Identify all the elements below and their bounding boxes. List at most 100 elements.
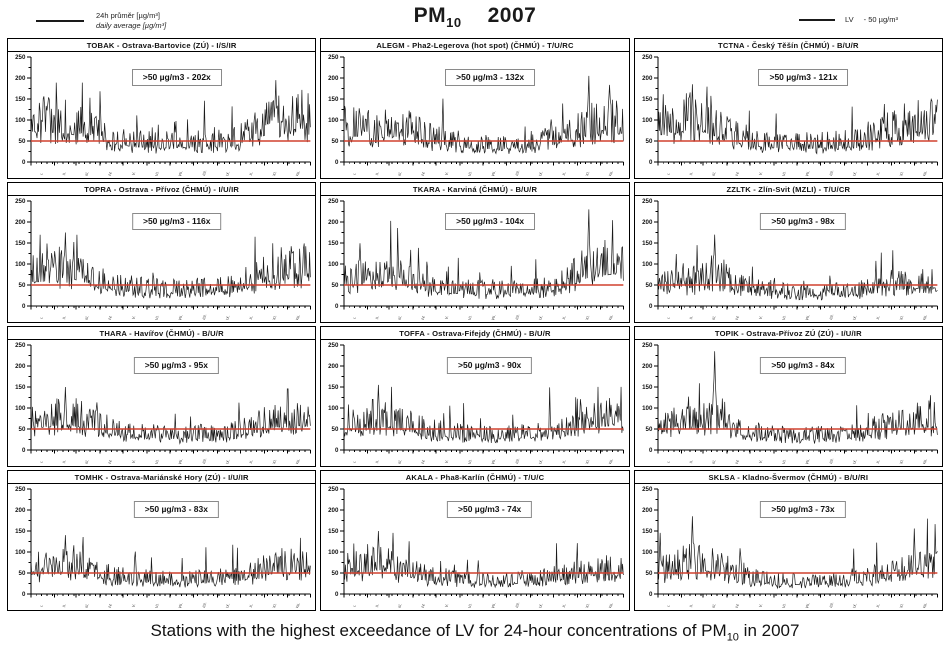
svg-text:XI.: XI.: [898, 459, 904, 464]
figure-header: 24h průměr [µg/m³] daily average [µg/m³]…: [0, 0, 950, 36]
legend-daily-average-en: daily average [µg/m³]: [96, 20, 167, 30]
svg-text:50: 50: [645, 282, 652, 289]
svg-text:II.: II.: [688, 171, 694, 176]
svg-text:I.: I.: [665, 460, 670, 463]
svg-text:50: 50: [645, 426, 652, 433]
svg-text:III.: III.: [84, 171, 90, 176]
chart-title: ZZLTK - Zlín-Svit (MZLI) - T/U/CR: [634, 183, 942, 196]
svg-text:VIII.: VIII.: [514, 314, 521, 320]
svg-text:100: 100: [15, 117, 26, 124]
legend-daily-average-cz: 24h průměr [µg/m³]: [96, 11, 160, 20]
svg-text:XII.: XII.: [295, 170, 301, 176]
svg-text:VII.: VII.: [177, 602, 183, 608]
svg-text:XI.: XI.: [585, 315, 591, 320]
svg-text:50: 50: [332, 138, 339, 145]
svg-text:III.: III.: [710, 171, 716, 176]
svg-text:VII.: VII.: [804, 602, 810, 608]
svg-text:I.: I.: [665, 604, 670, 607]
svg-text:200: 200: [15, 363, 26, 370]
svg-text:IX.: IX.: [851, 171, 857, 176]
chart-title: TOPRA - Ostrava - Přívoz (ČHMÚ) - I/U/IR: [8, 183, 316, 196]
svg-text:IX.: IX.: [538, 171, 544, 176]
svg-text:XII.: XII.: [921, 314, 927, 320]
svg-text:150: 150: [328, 384, 339, 391]
chart-panel: THARA - Havířov (ČHMÚ) - B/U/R 0 50 100 150…: [7, 326, 317, 467]
chart-title: TKARA - Karviná (ČHMÚ) - B/U/R: [321, 183, 629, 196]
svg-text:V.: V.: [131, 315, 137, 320]
svg-text:III.: III.: [710, 603, 716, 608]
svg-text:I.: I.: [39, 316, 44, 319]
chart-canvas: 0 50 100 150 200 250 I. II. III. IV. V. VI. VII. VIII…: [642, 54, 938, 176]
svg-text:X.: X.: [248, 315, 254, 320]
svg-text:0: 0: [22, 591, 26, 598]
svg-text:IX.: IX.: [224, 459, 230, 464]
chart-title: TOPIK - Ostrava-Přívoz ZÚ (ZÚ) - I/U/IR: [634, 327, 942, 340]
chart-canvas: 0 50 100 150 200 250 I. II. III. IV. V. VI. VII. VIII…: [328, 486, 625, 608]
svg-text:XI.: XI.: [898, 315, 904, 320]
svg-text:IV.: IV.: [734, 315, 740, 320]
svg-text:II.: II.: [61, 603, 67, 608]
svg-text:II.: II.: [61, 315, 67, 320]
svg-text:I.: I.: [665, 172, 670, 175]
svg-text:XII.: XII.: [608, 170, 614, 176]
svg-text:I.: I.: [352, 460, 357, 463]
svg-text:IV.: IV.: [107, 315, 113, 320]
svg-text:III.: III.: [84, 603, 90, 608]
svg-text:X.: X.: [248, 603, 254, 608]
svg-text:50: 50: [19, 282, 26, 289]
svg-text:II.: II.: [61, 459, 67, 464]
svg-text:0: 0: [649, 591, 653, 598]
svg-text:100: 100: [15, 405, 26, 412]
svg-text:200: 200: [328, 219, 339, 226]
chart-title: TCTNA - Český Těšín (ČHMÚ) - B/U/R: [634, 39, 942, 52]
svg-text:0: 0: [649, 159, 653, 166]
chart-canvas: 0 50 100 150 200 250 I. II. III. IV. V. VI. VII. VIII…: [15, 54, 311, 176]
svg-text:IX.: IX.: [538, 315, 544, 320]
svg-text:XI.: XI.: [585, 171, 591, 176]
svg-text:V.: V.: [444, 459, 450, 464]
chart-canvas: 0 50 100 150 200 250 I. II. III. IV. V. VI. VII. VIII…: [328, 198, 625, 320]
svg-text:II.: II.: [688, 603, 694, 608]
svg-text:100: 100: [15, 261, 26, 268]
svg-text:VII.: VII.: [177, 170, 183, 176]
svg-text:150: 150: [15, 96, 26, 103]
svg-text:X.: X.: [561, 315, 567, 320]
svg-text:X.: X.: [875, 459, 881, 464]
chart-canvas: 0 50 100 150 200 250 I. II. III. IV. V. VI. VII. VIII…: [15, 198, 311, 320]
svg-text:200: 200: [15, 75, 26, 82]
svg-text:250: 250: [642, 54, 653, 61]
svg-text:VIII.: VIII.: [201, 314, 208, 320]
svg-text:II.: II.: [374, 171, 380, 176]
legend-lv-label: LV: [845, 15, 854, 24]
chart-panel: ZZLTK - Zlín-Svit (MZLI) - T/U/CR 0 50 100…: [633, 182, 943, 323]
svg-text:VIII.: VIII.: [514, 458, 521, 464]
svg-text:IV.: IV.: [734, 459, 740, 464]
chart-panel: TOMHK - Ostrava-Mariánské Hory (ZÚ) - I/…: [7, 470, 317, 611]
svg-text:0: 0: [335, 447, 339, 454]
svg-text:I.: I.: [665, 316, 670, 319]
svg-text:VIII.: VIII.: [827, 170, 834, 176]
svg-text:X.: X.: [248, 459, 254, 464]
chart-title: TOMHK - Ostrava-Mariánské Hory (ZÚ) - I/…: [8, 471, 316, 484]
svg-text:XII.: XII.: [295, 602, 301, 608]
svg-text:250: 250: [15, 198, 26, 205]
chart-panel: TOFFA - Ostrava-Fifejdy (ČHMÚ) - B/U/R 0…: [320, 326, 630, 467]
svg-text:I.: I.: [352, 316, 357, 319]
svg-text:0: 0: [22, 447, 26, 454]
exceedance-label: >50 µg/m3 - 95x: [133, 357, 219, 374]
title-pm-subscript: 10: [446, 15, 462, 31]
svg-text:III.: III.: [397, 459, 403, 464]
svg-text:250: 250: [328, 486, 339, 493]
chart-panel: TCTNA - Český Těšín (ČHMÚ) - B/U/R 0 50 10…: [633, 38, 943, 179]
svg-text:VI.: VI.: [154, 459, 160, 464]
svg-text:100: 100: [328, 405, 339, 412]
svg-text:III.: III.: [710, 315, 716, 320]
svg-text:V.: V.: [131, 603, 137, 608]
svg-text:VI.: VI.: [781, 603, 787, 608]
svg-text:XII.: XII.: [608, 602, 614, 608]
svg-text:II.: II.: [61, 171, 67, 176]
svg-text:250: 250: [328, 198, 339, 205]
svg-text:100: 100: [328, 261, 339, 268]
svg-text:50: 50: [332, 570, 339, 577]
exceedance-label: >50 µg/m3 - 90x: [447, 357, 533, 374]
